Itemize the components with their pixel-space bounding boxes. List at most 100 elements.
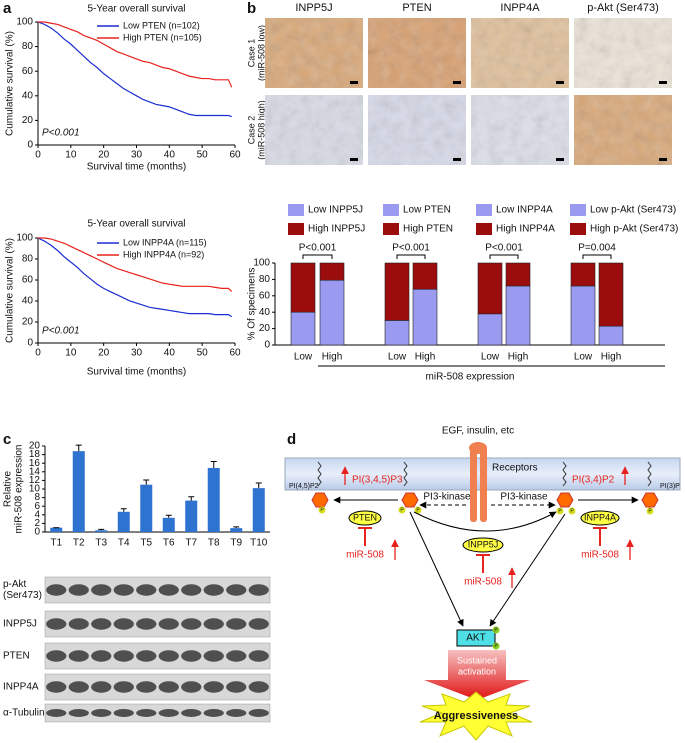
lipid-tail — [562, 461, 567, 487]
x-tick-label: Low — [294, 352, 313, 363]
lipid-label: PI(3,4,5)P3 — [352, 475, 403, 486]
blot-band — [46, 618, 67, 630]
y-tick-label: 100 — [253, 258, 270, 269]
blot-band — [136, 681, 157, 693]
enzyme-label: INPP5J — [468, 539, 499, 549]
bar-segment — [570, 285, 596, 346]
x-tick-label: 40 — [164, 150, 176, 161]
lipid-head — [401, 492, 419, 508]
inhibition — [476, 554, 490, 573]
bracket — [489, 254, 519, 259]
y-tick-label: 80 — [22, 41, 34, 52]
ihc-texture — [368, 95, 466, 165]
chart-title: 5-Year overall survival — [87, 219, 185, 230]
p-value: P<0.001 — [392, 243, 430, 254]
scale-bar — [659, 81, 667, 84]
blot-band — [226, 681, 247, 693]
x-tick-label: High — [322, 352, 343, 363]
y-tick-label: 80 — [259, 274, 271, 285]
legend-swatch — [383, 204, 399, 216]
x-axis-label: Survival time (months) — [87, 367, 186, 378]
blot-band — [203, 681, 224, 693]
x-tick-label: 10 — [65, 150, 77, 161]
x-tick-label: Low — [481, 352, 500, 363]
error-bar — [143, 479, 150, 485]
ihc-texture — [574, 95, 672, 165]
x-tick-label: T10 — [250, 538, 268, 549]
scale-bar — [453, 158, 461, 161]
blot-band — [203, 709, 224, 717]
legend-label: Low p-Akt (Ser473) — [590, 205, 676, 216]
x-axis-label: miR-508 expression — [426, 372, 515, 383]
y-tick-label: 16 — [29, 458, 41, 469]
x-tick-label: T6 — [163, 538, 175, 549]
blot-band — [203, 618, 224, 630]
y-tick-label: 4 — [34, 509, 40, 520]
x-tick-label: T3 — [95, 538, 107, 549]
blot-label: INPP5J — [3, 619, 37, 630]
annotation: P<0.001 — [42, 128, 80, 139]
y-tick-label: 40 — [22, 296, 34, 307]
error-bar — [233, 526, 240, 529]
y-tick-label: 60 — [22, 275, 34, 286]
x-tick-label: T4 — [118, 538, 130, 549]
p-value: P<0.001 — [299, 243, 337, 254]
x-tick-label: 50 — [197, 150, 209, 161]
bar — [50, 527, 63, 532]
x-tick-label: 50 — [197, 348, 209, 359]
bar-segment — [505, 285, 531, 346]
y-tick-label: 20 — [22, 115, 34, 126]
y-axis-label: Cumulative survival (%) — [5, 238, 16, 343]
blot-band — [181, 584, 202, 596]
x-tick-label: High — [508, 352, 529, 363]
blot-band — [158, 618, 179, 630]
bar-segment — [477, 313, 503, 346]
lipid-label: PI(3,4)P2 — [572, 475, 615, 486]
enzyme-label: INPP4A — [584, 512, 616, 522]
scale-bar — [556, 158, 564, 161]
outcome-burst — [419, 691, 533, 741]
bar — [252, 488, 265, 532]
mirna-label: miR-508 — [581, 550, 619, 561]
survival-curve — [38, 21, 233, 88]
enzyme — [462, 537, 504, 553]
error-bar — [188, 496, 195, 501]
legend-swatch — [476, 204, 492, 216]
x-tick-label: 30 — [131, 150, 143, 161]
mirna-label: miR-508 — [346, 550, 384, 561]
blot-band — [248, 650, 269, 662]
y-tick-label: 20 — [22, 317, 34, 328]
panel-label: a — [3, 0, 12, 17]
kinase-label: PI3-kinase — [500, 492, 548, 503]
legend-swatch — [383, 223, 399, 235]
error-bar — [210, 460, 217, 468]
annotation: P<0.001 — [42, 326, 80, 337]
receptor — [480, 446, 487, 522]
lipid-tail — [647, 461, 652, 487]
x-tick-label: Low — [574, 352, 593, 363]
scale-bar — [350, 81, 358, 84]
stimulus: EGF, insulin, etc — [442, 426, 514, 437]
bar-segment — [477, 262, 503, 315]
bar-segment — [290, 262, 316, 313]
blot-band — [248, 681, 269, 693]
blot-band — [226, 709, 247, 717]
activation-label: activation — [458, 666, 496, 676]
x-tick-label: T8 — [208, 538, 220, 549]
blot-band — [68, 709, 89, 717]
panel-label: d — [287, 431, 296, 448]
ihc-texture — [574, 18, 672, 88]
bar — [117, 511, 130, 532]
x-tick-label: High — [601, 352, 622, 363]
lipid-label: PI(4,5)P2 — [289, 483, 319, 490]
row-label: Case 1 — [246, 39, 256, 68]
x-tick-label: T1 — [50, 538, 62, 549]
y-axis-label: Cumulative survival (%) — [5, 31, 16, 136]
x-tick-label: 20 — [98, 150, 110, 161]
x-tick-label: 30 — [131, 348, 143, 359]
blot-band — [203, 584, 224, 596]
phosphate-label: P — [648, 508, 652, 514]
scale-bar — [350, 158, 358, 161]
kinase-label: PI3-kinase — [423, 492, 471, 503]
y-tick-label: 12 — [29, 475, 41, 486]
